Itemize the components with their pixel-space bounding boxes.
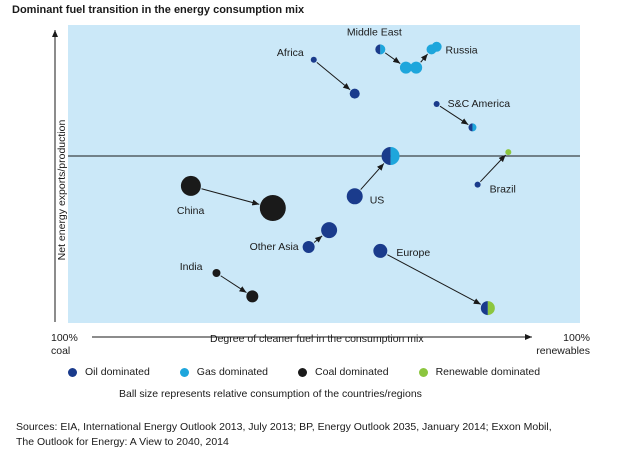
sources-line-1: Sources: EIA, International Energy Outlo… [16,421,552,433]
ball-middle-east-to-fill [399,61,412,74]
label-middle-east: Middle East [347,26,402,38]
ball-europe-to-half-1 [480,301,488,316]
ball-india-to-fill [246,290,259,303]
chart-marks: Middle East Russia Africa S&C America Brazil… [177,26,516,316]
ball-europe-from [373,243,388,258]
x-left-line-2: coal [51,345,71,357]
ball-africa-from-fill [310,56,317,63]
ball-africa-to [349,88,360,99]
legend-dot-renewable [418,367,428,377]
legend-item-gas: Gas dominated [179,366,269,378]
arrow-s-c-america [439,105,469,126]
ball-brazil-to [505,149,512,156]
label-russia: Russia [446,44,478,56]
legend-dot-oil [68,367,77,377]
legend-dot-gas [179,367,189,377]
label-india: India [180,261,203,273]
ball-africa-from [310,56,317,63]
ball-size-note: Ball size represents relative consumptio… [119,388,422,400]
ball-china-from-fill [180,175,201,196]
ball-us-from [346,188,363,205]
ball-middle-east-to [399,61,412,74]
arrow-middle-east [384,52,401,64]
legend-label-renewable: Renewable dominated [435,366,541,378]
ball-other-asia-from-fill [302,241,315,253]
legend-label-oil: Oil dominated [85,366,150,378]
legend-dot-coal [298,367,308,377]
legend-label-coal: Coal dominated [315,366,389,378]
ball-other-asia-from [302,241,315,253]
ball-us-to [381,147,400,165]
x-right-line-1: 100% [563,332,590,344]
legend-item-coal: Coal dominated [298,366,389,378]
ball-us-to-half-2 [390,147,400,165]
ball-europe-to-half-2 [487,301,495,316]
arrow-china [201,188,260,206]
ball-europe-to [480,301,495,316]
ball-russia-from-fill [410,61,423,74]
ball-india-to [246,290,259,303]
ball-brazil-from-fill [474,181,481,188]
label-europe: Europe [396,247,430,259]
arrow-africa [316,61,351,91]
arrow-us [360,163,385,190]
ball-other-asia-to [321,222,338,239]
sources: Sources: EIA, International Energy Outlo… [16,420,606,450]
arrow-brazil [479,154,506,183]
ball-s-c-america-from [433,101,440,107]
x-right-line-2: renewables [536,345,590,357]
legend: Oil dominated Gas dominated Coal dominat… [68,366,570,378]
ball-china-from [180,175,201,196]
ball-middle-east-from-half-1 [375,44,381,55]
ball-india-from-fill [212,269,221,277]
ball-africa-to-fill [349,88,360,99]
ball-china-to-fill [259,195,286,221]
label-us: US [370,194,385,206]
ball-brazil-to-fill [505,149,512,156]
ball-s-c-america-to-half-1 [468,123,473,132]
ball-india-from [212,269,221,277]
label-china: China [177,205,205,217]
ball-s-c-america-from-fill [433,101,440,107]
ball-s-c-america-to [468,123,477,132]
ball-brazil-from [474,181,481,188]
ball-us-to-half-1 [381,147,391,165]
y-axis-label: Net energy exports/production [56,119,68,261]
ball-russia-from [410,61,423,74]
arrow-other-asia [313,235,323,243]
legend-item-renewable: Renewable dominated [418,366,541,378]
ball-other-asia-to-fill [321,222,338,239]
sources-line-2: The Outlook for Energy: A View to 2040, … [16,436,229,448]
label-brazil: Brazil [490,184,516,196]
x-axis-right-label: 100% renewables [530,332,590,358]
arrow-russia [420,53,429,63]
chart-title: Dominant fuel transition in the energy c… [12,4,305,16]
ball-russia-to [426,44,437,55]
ball-china-to [259,195,286,221]
label-s-c-america: S&C America [448,98,511,110]
legend-item-oil: Oil dominated [68,366,150,378]
arrow-europe [387,254,482,305]
x-axis-label: Degree of cleaner fuel in the consumptio… [210,333,424,345]
x-axis-left-label: 100% coal [51,332,78,358]
ball-middle-east-from-half-2 [380,44,386,55]
ball-europe-from-fill [373,243,388,258]
ball-middle-east-from [375,44,386,55]
plot-background [68,25,580,323]
arrow-india [220,275,247,293]
legend-label-gas: Gas dominated [196,366,269,378]
x-left-line-1: 100% [51,332,78,344]
ball-us-from-fill [346,188,363,205]
label-africa: Africa [277,47,304,59]
ball-russia-to-fill [426,44,437,55]
ball-s-c-america-to-half-2 [472,123,477,132]
label-other-asia: Other Asia [250,241,299,253]
